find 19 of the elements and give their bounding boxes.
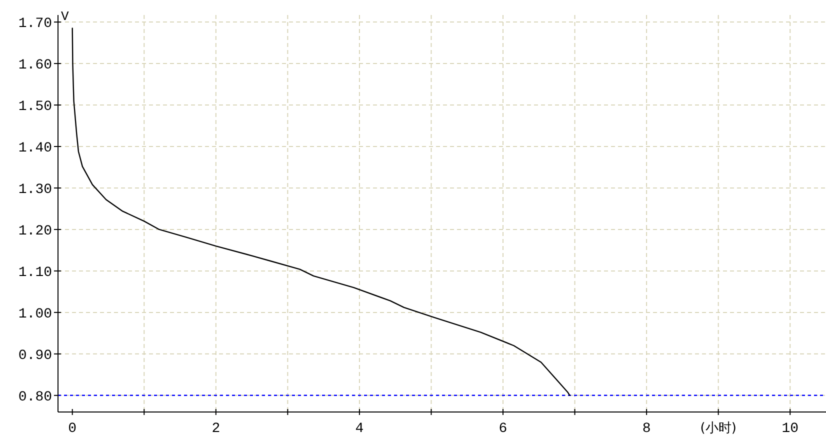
y-tick-label: 0.80 xyxy=(18,389,52,406)
y-tick-label: 1.50 xyxy=(18,99,52,116)
x-tick-label: 6 xyxy=(498,421,508,437)
y-tick-label: 1.00 xyxy=(18,306,52,322)
x-axis-title: (小时) xyxy=(700,421,736,436)
x-tick-label: 0 xyxy=(68,421,77,437)
x-tick-label: 4 xyxy=(355,421,364,437)
y-tick-label: 0.90 xyxy=(18,348,52,364)
y-axis-title: V xyxy=(61,9,69,24)
line-series xyxy=(72,28,570,396)
y-tick-label: 1.40 xyxy=(18,140,52,157)
x-tick-label: 8 xyxy=(642,421,651,437)
x-tick-label: 10 xyxy=(782,421,799,437)
y-tick-label: 1.20 xyxy=(18,223,52,240)
y-tick-label: 1.70 xyxy=(18,16,52,32)
y-tick-label: 1.10 xyxy=(18,264,52,281)
y-tick-label: 1.30 xyxy=(18,182,52,198)
y-tick-label: 1.60 xyxy=(18,58,52,74)
x-tick-label: 2 xyxy=(212,421,220,437)
